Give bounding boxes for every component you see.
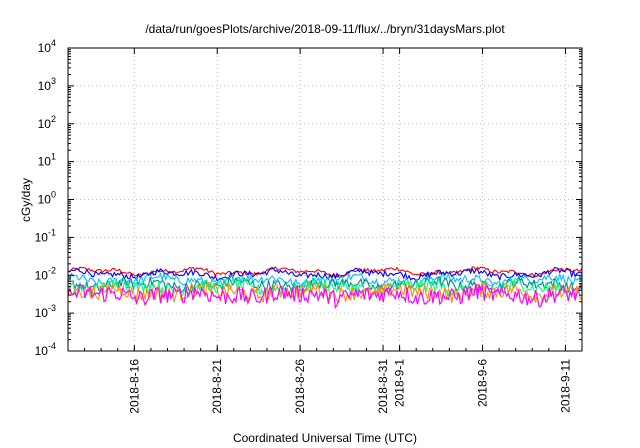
series-line <box>67 282 583 309</box>
series-line <box>67 266 583 282</box>
y-axis-label: cGy/day <box>19 178 33 222</box>
series-lines <box>67 266 583 309</box>
y-tick-label: 103 <box>38 76 56 93</box>
y-tick-label: 10-3 <box>35 303 56 320</box>
y-tick-label: 104 <box>38 38 56 55</box>
y-tick-label: 101 <box>38 152 56 169</box>
x-axis-label: Coordinated Universal Time (UTC) <box>233 431 417 445</box>
x-tick-label: 2018-9-1 <box>393 359 407 407</box>
x-tick-label: 2018-9-6 <box>476 359 490 407</box>
y-tick-label: 10-2 <box>35 265 56 282</box>
chart-title: /data/run/goesPlots/archive/2018-09-11/f… <box>145 22 505 36</box>
y-tick-label: 102 <box>38 114 56 131</box>
y-tick-label: 100 <box>38 190 56 207</box>
series-line <box>67 280 583 304</box>
y-tick-labels: 104 103 102 101 100 10-1 10-2 10-3 10-4 <box>35 38 582 358</box>
series-line <box>67 277 583 299</box>
y-tick-label: 10-4 <box>35 341 56 358</box>
x-tick-label: 2018-9-11 <box>558 359 572 413</box>
series-line <box>67 266 583 278</box>
x-tick-label: 2018-8-26 <box>293 359 307 414</box>
x-tick-label: 2018-8-31 <box>376 359 390 414</box>
x-tick-labels: 2018-8-16 2018-8-21 2018-8-26 2018-8-31 2018… <box>67 48 583 414</box>
x-tick-label: 2018-8-21 <box>210 359 224 414</box>
x-tick-label: 2018-8-16 <box>127 359 141 414</box>
y-tick-label: 10-1 <box>35 227 56 244</box>
